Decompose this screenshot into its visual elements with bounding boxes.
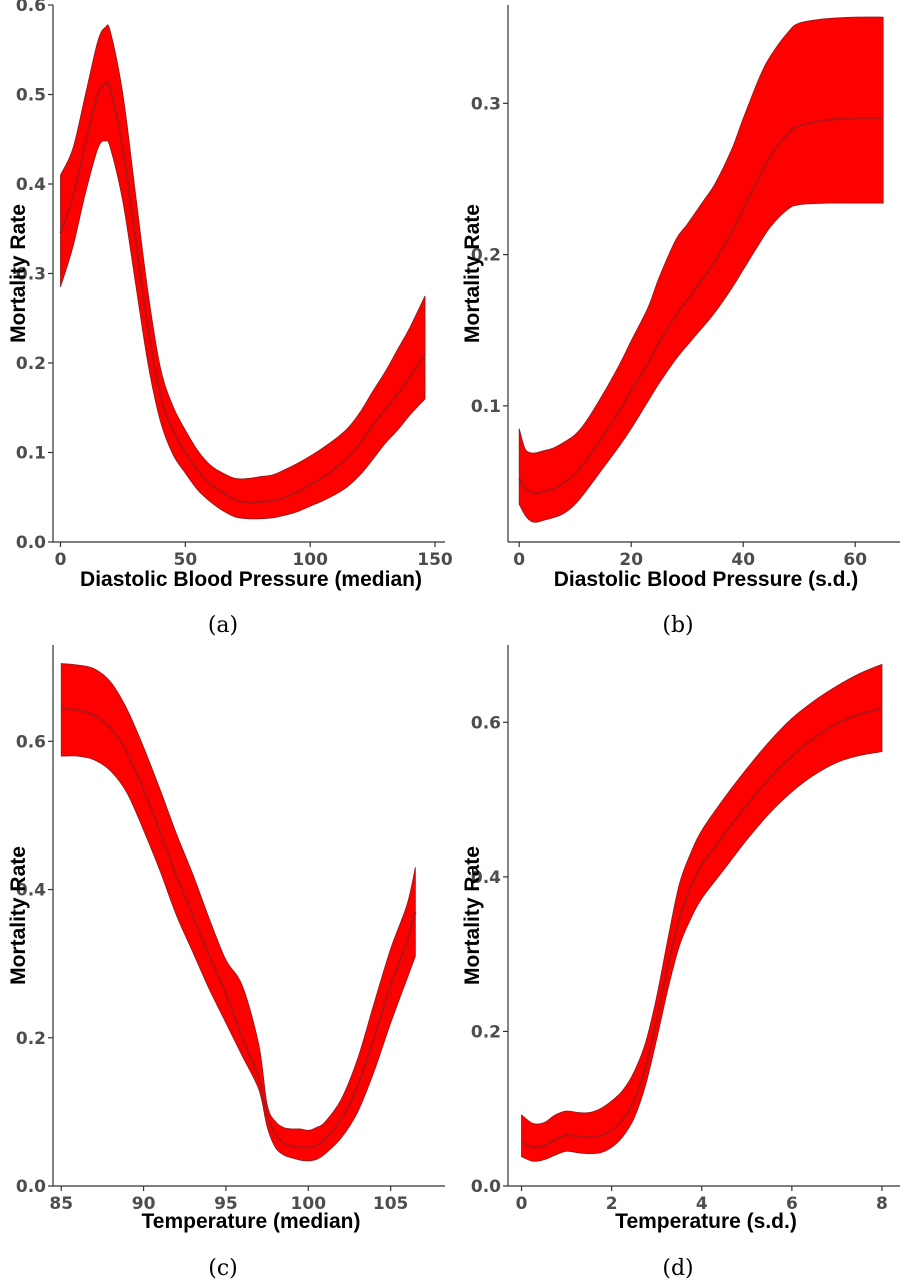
x-tick-label: 0 [513, 550, 525, 570]
x-tick-label: 95 [214, 1194, 238, 1214]
panel-caption: (b) [662, 613, 693, 638]
y-tick-label: 0.3 [471, 94, 501, 114]
x-tick-label: 8 [876, 1194, 888, 1214]
y-tick-label: 0.1 [16, 444, 46, 464]
y-tick-label: 0.4 [471, 868, 501, 888]
y-tick-label: 0.6 [471, 713, 501, 733]
y-tick-label: 0.2 [471, 1022, 501, 1042]
x-tick-label: 100 [292, 550, 328, 570]
x-axis-title: Temperature (median) [142, 1210, 361, 1233]
y-tick-label: 0.2 [471, 246, 501, 266]
y-tick-label: 0.1 [471, 397, 501, 417]
mean-line [61, 706, 417, 1149]
y-tick-label: 0.0 [16, 533, 46, 553]
x-tick-label: 0 [55, 550, 67, 570]
y-tick-label: 0.5 [16, 86, 46, 106]
panel-caption: (d) [662, 1256, 693, 1280]
x-tick-label: 50 [173, 550, 197, 570]
y-tick-label: 0.0 [16, 1177, 46, 1197]
confidence-band [60, 663, 416, 1162]
confidence-band [518, 16, 884, 523]
mean-line [518, 117, 884, 495]
x-axis-title: Diastolic Blood Pressure (median) [80, 568, 422, 591]
y-axis-title: Mortality Rate [7, 204, 30, 343]
chart-panel-4: 0 2 4 6 8 0.0 0.2 0.4 0.6 Temperature (s.d.) Morta… [461, 645, 900, 1280]
x-tick-label: 4 [696, 1194, 708, 1214]
y-axis-title: Mortality Rate [461, 204, 484, 343]
x-tick-label: 40 [731, 550, 755, 570]
confidence-band [60, 24, 426, 520]
x-tick-label: 60 [843, 550, 867, 570]
mean-line [521, 707, 883, 1149]
y-axis-title: Mortality Rate [461, 846, 484, 985]
y-tick-label: 0.4 [16, 881, 46, 901]
x-tick-label: 6 [786, 1194, 798, 1214]
x-tick-label: 2 [606, 1194, 618, 1214]
x-axis-title: Diastolic Blood Pressure (s.d.) [554, 568, 859, 591]
y-tick-label: 0.3 [16, 265, 46, 285]
y-tick-label: 0.6 [16, 732, 46, 752]
x-tick-label: 20 [619, 550, 643, 570]
chart-panel-1: 0 50 100 150 0.0 0.1 0.2 0.3 0.4 0.5 0.6 Diastolic … [7, 0, 453, 638]
y-tick-label: 0.4 [16, 175, 46, 195]
y-tick-label: 0.0 [471, 1177, 501, 1197]
y-tick-label: 0.2 [16, 1029, 46, 1049]
confidence-band [521, 663, 883, 1162]
y-tick-label: 0.2 [16, 354, 46, 374]
x-tick-label: 90 [132, 1194, 156, 1214]
mean-line [59, 81, 426, 504]
y-axis-title: Mortality Rate [7, 846, 30, 985]
chart-panel-3: 85 90 95 100 105 0.0 0.2 0.4 0.6 Temperature (med… [7, 645, 445, 1280]
panel-caption: (c) [208, 1256, 238, 1280]
chart-panel-2: 0 20 40 60 0.1 0.2 0.3 Diastolic Blood Pressure… [461, 5, 900, 638]
x-tick-label: 0 [516, 1194, 528, 1214]
x-tick-label: 85 [49, 1194, 73, 1214]
x-tick-label: 150 [417, 550, 453, 570]
y-tick-label: 0.6 [16, 0, 46, 16]
x-tick-label: 100 [291, 1194, 327, 1214]
x-tick-label: 105 [373, 1194, 409, 1214]
panel-caption: (a) [208, 613, 238, 638]
x-axis-title: Temperature (s.d.) [615, 1210, 797, 1233]
